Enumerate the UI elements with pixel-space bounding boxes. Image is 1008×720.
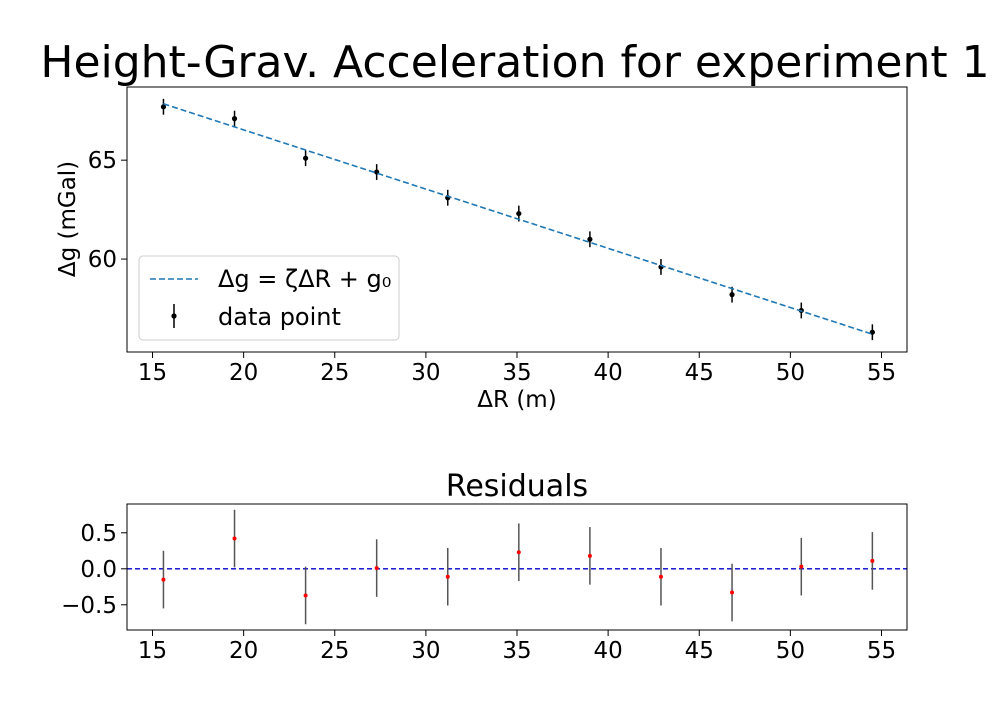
residuals-data-point	[303, 593, 308, 598]
main-fit-line	[163, 103, 873, 335]
main-x-tick-label: 50	[776, 360, 805, 386]
main-x-tick-label: 30	[411, 360, 440, 386]
legend-fit-line-label: Δg = ζΔR + g₀	[218, 265, 391, 293]
residuals-x-tick-label: 25	[320, 638, 349, 664]
residuals-data-point	[445, 574, 450, 579]
residuals-plot-frame	[126, 503, 908, 631]
residuals-data-point	[161, 577, 166, 582]
main-x-axis-label: ΔR (m)	[477, 387, 556, 413]
legend-data-point-marker	[171, 313, 177, 319]
main-plot-area: 15 20 25 30 35 40 45 50 55 60 65	[88, 98, 896, 386]
residuals-y-tick-label: 0.5	[80, 521, 117, 547]
main-y-axis-label: Δg (mGal)	[55, 161, 81, 277]
residuals-y-tick-label: 0.0	[80, 557, 117, 583]
main-x-tick-label: 40	[593, 360, 622, 386]
main-plot-frame	[126, 86, 908, 353]
residuals-x-tick-label: 15	[138, 638, 167, 664]
residuals-x-tick-label: 35	[502, 638, 531, 664]
main-data-point	[160, 104, 167, 110]
residuals-x-tick-label: 40	[593, 638, 622, 664]
main-x-tick-label: 35	[502, 360, 531, 386]
main-y-tick-label: 60	[88, 247, 117, 273]
residuals-data-point	[587, 553, 592, 558]
main-x-tick-label: 25	[320, 360, 349, 386]
main-data-point	[516, 210, 522, 217]
residuals-data-point	[870, 558, 875, 563]
residuals-data-point	[658, 574, 663, 579]
main-x-tick-label: 20	[229, 360, 258, 386]
residuals-y-tick-label: −0.5	[61, 593, 117, 619]
residuals-plot-area: 15 20 25 30 35 40 45 50 55 −0.5 0.0 0.5	[61, 509, 907, 664]
main-legend: Δg = ζΔR + g₀ data point	[138, 255, 400, 341]
main-y-tick-label: 65	[88, 148, 117, 174]
main-x-tick-label: 45	[685, 360, 714, 386]
main-chart-title: Height-Grav. Acceleration for experiment…	[40, 37, 989, 88]
main-data-point	[729, 292, 735, 298]
main-data-point	[302, 155, 309, 161]
legend-box	[138, 255, 400, 341]
main-chart: Height-Grav. Acceleration for experiment…	[40, 37, 989, 413]
residuals-data-point	[374, 566, 379, 571]
residuals-x-tick-label: 55	[867, 638, 896, 664]
residuals-data-point	[232, 536, 237, 541]
residuals-data-point	[516, 550, 521, 555]
residuals-x-tick-label: 30	[411, 638, 440, 664]
main-data-point	[231, 116, 238, 122]
residuals-chart: Residuals 15 20 25 30 35 40 45 50 55 −0.5 0.0 0.5	[61, 469, 908, 664]
main-x-tick-label: 55	[867, 360, 896, 386]
residuals-x-tick-label: 20	[229, 638, 258, 664]
residuals-chart-title: Residuals	[446, 469, 588, 504]
main-data-point	[587, 236, 593, 242]
residuals-data-point	[730, 590, 735, 595]
residuals-x-tick-label: 45	[685, 638, 714, 664]
residuals-x-tick-label: 50	[776, 638, 805, 664]
main-x-tick-label: 15	[138, 360, 167, 386]
legend-data-point-label: data point	[218, 303, 341, 331]
residuals-data-point	[799, 564, 804, 569]
